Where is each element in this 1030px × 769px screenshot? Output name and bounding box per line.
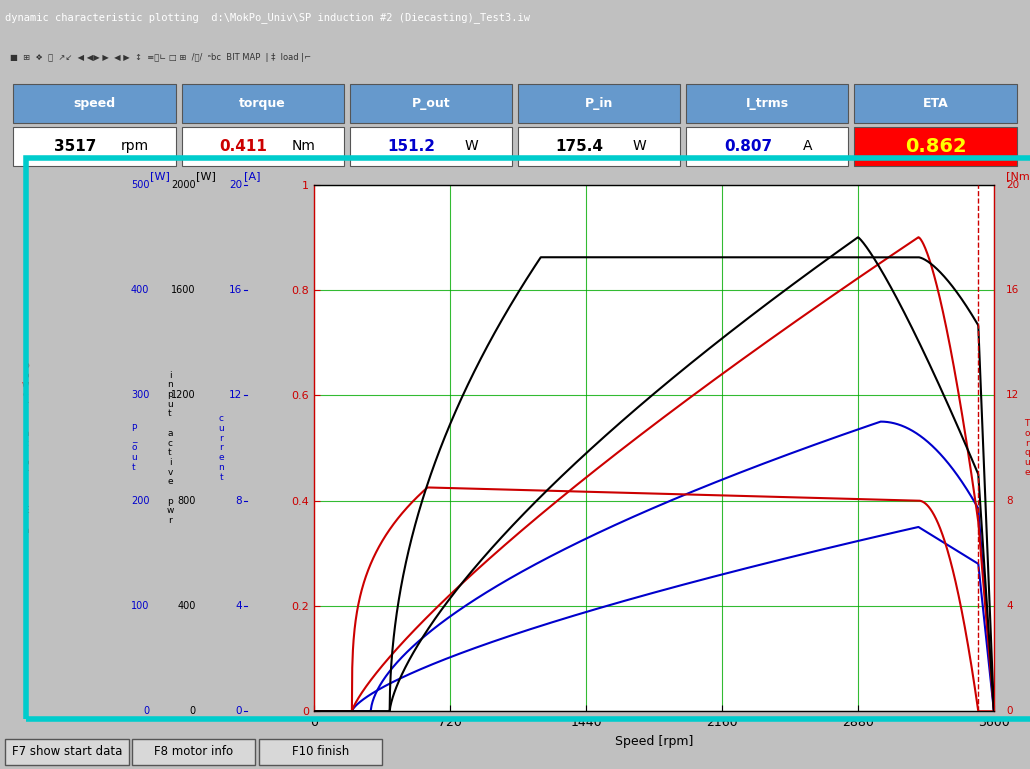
Text: 4: 4 [1006, 601, 1012, 611]
Text: 2000: 2000 [171, 179, 196, 190]
Text: 4: 4 [236, 601, 242, 611]
FancyBboxPatch shape [855, 85, 1017, 123]
Text: 175.4: 175.4 [555, 138, 604, 154]
FancyBboxPatch shape [181, 85, 344, 123]
FancyBboxPatch shape [855, 127, 1017, 165]
Text: 16: 16 [229, 285, 242, 295]
Text: 0: 0 [236, 706, 242, 717]
Text: [W]: [W] [149, 171, 170, 181]
Text: 300: 300 [131, 390, 149, 401]
Text: 0.411: 0.411 [219, 138, 267, 154]
FancyBboxPatch shape [13, 127, 175, 165]
FancyBboxPatch shape [350, 85, 512, 123]
Text: F10 finish: F10 finish [291, 745, 349, 758]
FancyBboxPatch shape [518, 127, 680, 165]
FancyBboxPatch shape [686, 127, 849, 165]
FancyBboxPatch shape [5, 738, 129, 765]
Text: 12: 12 [1006, 390, 1020, 401]
Text: dynamic characteristic plotting  d:\MokPo_Univ\SP induction #2 (Diecasting)_Test: dynamic characteristic plotting d:\MokPo… [5, 12, 530, 23]
Text: 20: 20 [1006, 179, 1020, 190]
Text: F8 motor info: F8 motor info [154, 745, 233, 758]
Text: 800: 800 [177, 495, 196, 506]
Text: I_trms: I_trms [746, 97, 789, 110]
Text: 12: 12 [229, 390, 242, 401]
Text: ■  ⊞  ❖  🔒  ↗↙  ◀ ◀▶ ▶  ◀ ▶  ↕  ≡⑭∟ □ ⊞  /⌒/  ᵃbc  BIT MAP  | ‡  load |⌐: ■ ⊞ ❖ 🔒 ↗↙ ◀ ◀▶ ▶ ◀ ▶ ↕ ≡⑭∟ □ ⊞ /⌒/ ᵃbc … [10, 53, 311, 62]
Text: 20: 20 [229, 179, 242, 190]
Text: A: A [803, 139, 813, 153]
Text: 0.862: 0.862 [904, 137, 966, 155]
FancyBboxPatch shape [350, 127, 512, 165]
Text: W: W [465, 139, 478, 153]
Text: ETA: ETA [923, 97, 949, 110]
Text: 1600: 1600 [171, 285, 196, 295]
X-axis label: Speed [rpm]: Speed [rpm] [615, 734, 693, 747]
Text: 151.2: 151.2 [387, 138, 436, 154]
Text: P_in: P_in [585, 97, 613, 110]
Text: 0: 0 [143, 706, 149, 717]
FancyBboxPatch shape [132, 738, 255, 765]
Text: c
u
r
r
e
n
t: c u r r e n t [218, 414, 225, 481]
Text: 16: 16 [1006, 285, 1020, 295]
FancyBboxPatch shape [259, 738, 382, 765]
Text: 0.807: 0.807 [724, 138, 771, 154]
Text: 8: 8 [236, 495, 242, 506]
Text: [W]: [W] [196, 171, 216, 181]
Text: 200: 200 [131, 495, 149, 506]
Text: [A]: [A] [244, 171, 261, 181]
Text: 0: 0 [190, 706, 196, 717]
Text: torque: torque [239, 97, 286, 110]
Text: 0: 0 [1006, 706, 1012, 717]
Text: 8: 8 [1006, 495, 1012, 506]
Text: 400: 400 [131, 285, 149, 295]
Text: 500: 500 [131, 179, 149, 190]
Text: P_out: P_out [412, 97, 450, 110]
Text: p
o
w
e
r
 
f
a
c
t
o
r
 
/
 
E
t
a: p o w e r f a c t o r / E t a [22, 361, 30, 535]
Text: speed: speed [73, 97, 115, 110]
Text: i
n
p
u
t
 
a
c
t
i
v
e
 
p
w
r: i n p u t a c t i v e p w r [166, 371, 174, 525]
FancyBboxPatch shape [686, 85, 849, 123]
FancyBboxPatch shape [181, 127, 344, 165]
Text: Nm: Nm [291, 139, 315, 153]
Text: P
_
o
u
t: P _ o u t [131, 424, 137, 472]
Text: 1200: 1200 [171, 390, 196, 401]
Text: 3517: 3517 [54, 138, 96, 154]
Text: rpm: rpm [121, 139, 149, 153]
FancyBboxPatch shape [518, 85, 680, 123]
Text: W: W [632, 139, 647, 153]
Text: 100: 100 [131, 601, 149, 611]
FancyBboxPatch shape [13, 85, 175, 123]
Text: [Nm]: [Nm] [1006, 171, 1030, 181]
Text: 400: 400 [177, 601, 196, 611]
Text: T
o
r
q
u
e: T o r q u e [1024, 419, 1030, 477]
Text: F7 show start data: F7 show start data [11, 745, 123, 758]
